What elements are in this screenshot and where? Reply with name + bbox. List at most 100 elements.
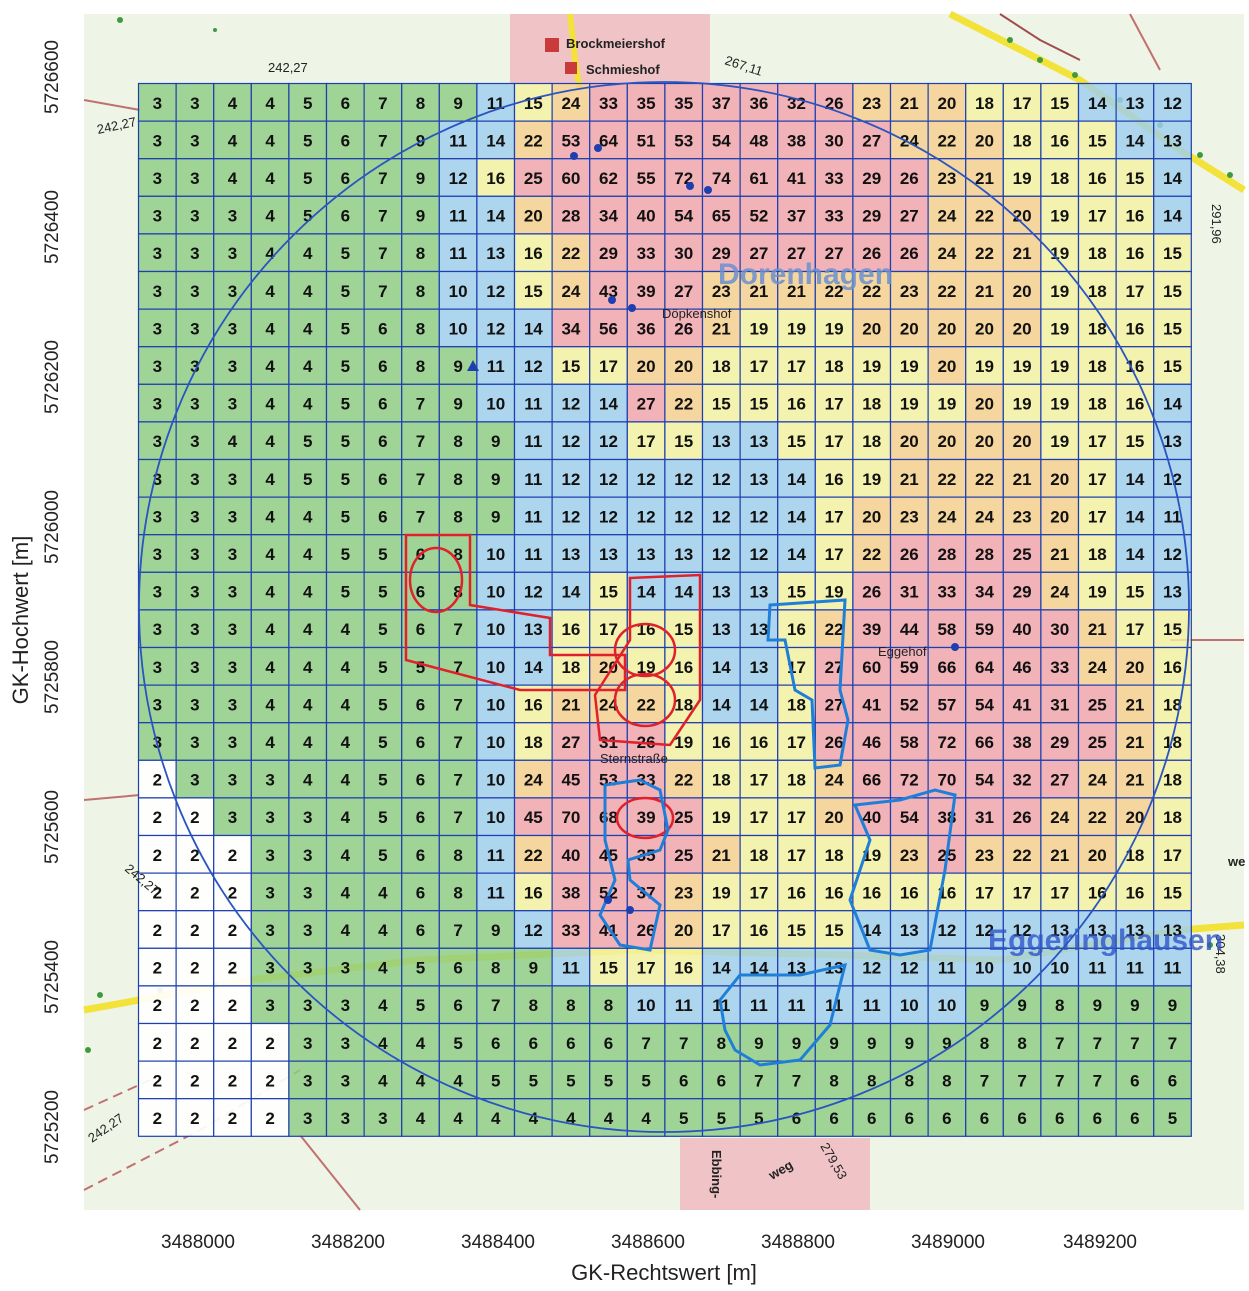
grid-cell-value: 20 xyxy=(975,432,994,451)
grid-cell xyxy=(1002,270,1042,310)
elev-291: 291,96 xyxy=(1209,204,1224,244)
grid-cell-value: 18 xyxy=(524,733,543,752)
grid-cell-value: 3 xyxy=(228,545,237,564)
grid-cell-value: 12 xyxy=(1163,545,1182,564)
grid-cell-value: 10 xyxy=(486,658,505,677)
grid-cell xyxy=(889,1098,929,1137)
grid-cell-value: 22 xyxy=(524,131,543,150)
grid-cell-value: 11 xyxy=(487,883,505,902)
grid-cell-value: 14 xyxy=(1163,395,1182,414)
grid-cell xyxy=(175,496,215,536)
grid-cell xyxy=(551,120,591,160)
grid-cell xyxy=(476,684,516,724)
grid-cell xyxy=(739,684,779,724)
grid-cell-value: 15 xyxy=(787,583,806,602)
grid-cell xyxy=(1077,684,1117,724)
grid-cell-value: 4 xyxy=(341,808,351,827)
x-tick-label: 3488800 xyxy=(761,1232,835,1253)
grid-cell-value: 7 xyxy=(1055,1071,1064,1090)
grid-cell-value: 24 xyxy=(975,507,994,526)
grid-cell xyxy=(288,233,328,273)
grid-cell-value: 12 xyxy=(674,470,693,489)
grid-cell xyxy=(250,458,290,498)
grid-cell-value: 9 xyxy=(867,1034,876,1053)
grid-cell xyxy=(438,383,478,423)
grid-cell-value: 13 xyxy=(674,545,693,564)
grid-cell xyxy=(137,383,177,423)
grid-cell xyxy=(513,872,553,912)
grid-cell-value: 12 xyxy=(599,432,618,451)
grid-cell-value: 36 xyxy=(637,319,656,338)
grid-cell xyxy=(325,233,365,273)
grid-cell xyxy=(1040,1060,1080,1100)
grid-cell-value: 15 xyxy=(1163,620,1182,639)
grid-cell-value: 3 xyxy=(190,658,199,677)
grid-cell xyxy=(739,646,779,686)
grid-cell-value: 17 xyxy=(787,846,806,865)
grid-cell-value: 15 xyxy=(674,620,693,639)
grid-cell xyxy=(1115,985,1155,1025)
grid-cell-value: 13 xyxy=(1088,921,1107,940)
grid-cell-value: 23 xyxy=(862,94,881,113)
grid-cell xyxy=(438,947,478,987)
grid-cell-value: 44 xyxy=(900,620,919,639)
grid-cell xyxy=(701,797,741,837)
grid-cell-value: 14 xyxy=(674,583,693,602)
grid-cell-value: 20 xyxy=(524,207,543,226)
grid-cell-value: 11 xyxy=(1164,507,1182,526)
grid-cell-value: 12 xyxy=(975,921,994,940)
grid-cell-value: 14 xyxy=(524,319,543,338)
grid-cell-value: 2 xyxy=(228,1109,237,1128)
grid-cell-value: 9 xyxy=(453,395,462,414)
grid-cell xyxy=(250,195,290,235)
grid-cell-value: 3 xyxy=(153,131,162,150)
grid-cell-value: 6 xyxy=(341,94,350,113)
grid-cell-value: 6 xyxy=(416,846,425,865)
plant-round-3 xyxy=(613,672,677,728)
grid-cell xyxy=(1115,421,1155,461)
grid-cell-value: 33 xyxy=(1050,658,1069,677)
grid-cell-value: 66 xyxy=(862,771,881,790)
grid-cell xyxy=(438,308,478,348)
grid-cell-value: 33 xyxy=(937,583,956,602)
grid-cell xyxy=(889,195,929,235)
grid-cell xyxy=(513,270,553,310)
grid-cell-value: 21 xyxy=(1088,620,1107,639)
grid-cell-value: 10 xyxy=(637,996,656,1015)
grid-cell xyxy=(250,383,290,423)
grid-cell-value: 6 xyxy=(378,395,387,414)
grid-cell xyxy=(325,571,365,611)
grid-cell xyxy=(250,646,290,686)
grid-cell-value: 33 xyxy=(825,169,844,188)
grid-cell-value: 6 xyxy=(416,620,425,639)
grid-cell-value: 21 xyxy=(712,846,731,865)
grid-cell-value: 21 xyxy=(900,94,919,113)
grid-cell xyxy=(927,308,967,348)
grid-cell-value: 14 xyxy=(1125,470,1144,489)
grid-cell-value: 25 xyxy=(674,846,693,865)
grid-cell xyxy=(325,496,365,536)
grid-cell-value: 7 xyxy=(641,1034,650,1053)
grid-cell-value: 8 xyxy=(453,545,462,564)
grid-cell-value: 9 xyxy=(1130,996,1139,1015)
grid-cell-value: 18 xyxy=(862,395,881,414)
grid-cell-value: 3 xyxy=(190,169,199,188)
water-marker-6 xyxy=(628,304,636,312)
grid-cell-value: 29 xyxy=(712,244,731,263)
grid-cell xyxy=(664,421,704,461)
grid-cell xyxy=(852,270,892,310)
grid-cell-value: 34 xyxy=(599,207,618,226)
grid-cell-value: 5 xyxy=(341,319,350,338)
grid-cell-value: 20 xyxy=(674,357,693,376)
grid-cell-value: 4 xyxy=(641,1109,651,1128)
grid-cell xyxy=(1002,195,1042,235)
grid-cell xyxy=(288,270,328,310)
grid-cell-value: 22 xyxy=(937,282,956,301)
grid-cell-value: 18 xyxy=(1125,846,1144,865)
grid-cell-value: 35 xyxy=(674,94,693,113)
grid-cell xyxy=(401,158,440,197)
grid-cell-value: 12 xyxy=(486,282,505,301)
grid-cell xyxy=(965,797,1004,837)
grid-cell-value: 9 xyxy=(829,1034,838,1053)
grid-cell-value: 19 xyxy=(1050,207,1069,226)
